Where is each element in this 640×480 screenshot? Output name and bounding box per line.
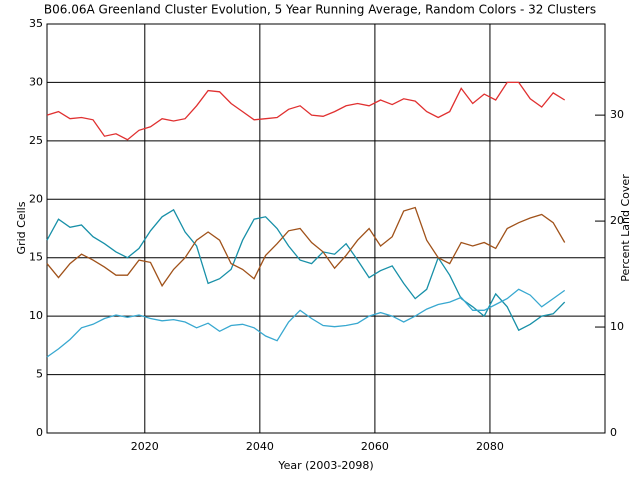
y-tick-label: 35	[29, 17, 43, 30]
x-tick-label: 2060	[361, 440, 389, 453]
x-tick-label: 2020	[131, 440, 159, 453]
y-axis-label: Grid Cells	[15, 201, 28, 254]
x-tick-label: 2080	[476, 440, 504, 453]
plot-frame	[46, 23, 606, 434]
x-axis-label: Year (2003-2098)	[277, 459, 373, 472]
y-tick-label: 5	[36, 368, 43, 381]
y2-tick-label: 20	[610, 214, 624, 227]
series-line	[46, 208, 566, 332]
x-tick-label: 2040	[246, 440, 274, 453]
series-line	[46, 81, 566, 141]
y-tick-label: 20	[29, 192, 43, 205]
y-tick-label: 30	[29, 75, 43, 88]
y-tick-label: 15	[29, 251, 43, 264]
y2-tick-label: 0	[610, 426, 617, 439]
series-line	[46, 206, 566, 288]
y-tick-label: 25	[29, 134, 43, 147]
y-tick-label: 0	[36, 426, 43, 439]
y-tick-label: 10	[29, 309, 43, 322]
chart-title: B06.06A Greenland Cluster Evolution, 5 Y…	[44, 3, 596, 17]
y2-tick-label: 30	[610, 108, 624, 121]
series-line	[46, 288, 566, 358]
y2-tick-label: 10	[610, 320, 624, 333]
y2-axis-label: Percent Land Cover	[619, 174, 632, 282]
